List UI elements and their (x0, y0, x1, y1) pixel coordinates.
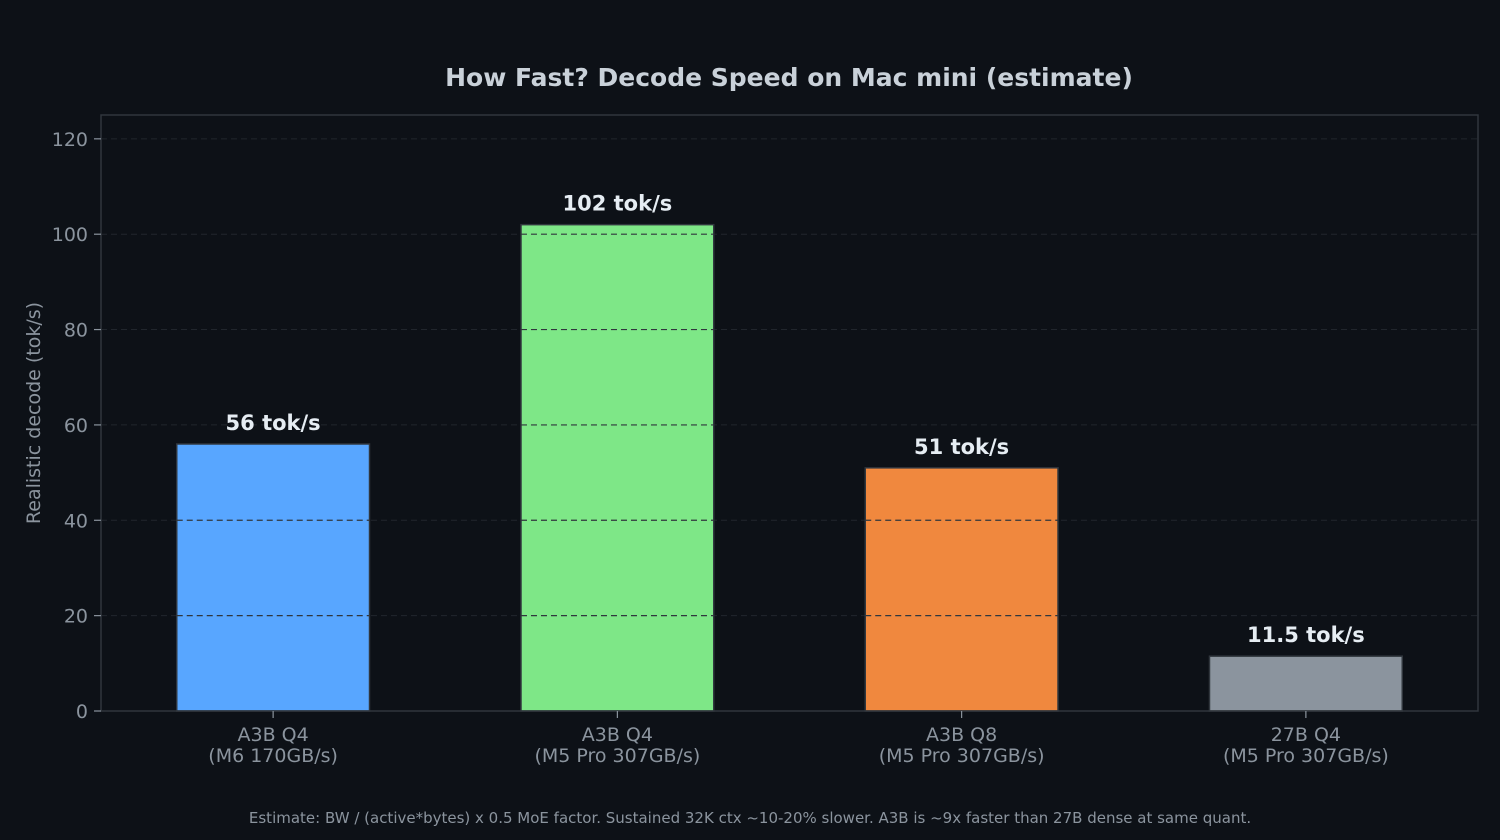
x-tick-label: (M6 170GB/s) (208, 745, 338, 767)
bar (520, 223, 715, 712)
axis-layer: 0 20 40 60 80 100 120 (52, 129, 1307, 723)
y-tick-label: 40 (64, 510, 88, 532)
bar (864, 467, 1059, 712)
y-tick-label: 0 (76, 701, 88, 723)
y-tick-label: 120 (52, 129, 88, 151)
y-tick-label: 100 (52, 224, 88, 246)
data-label: 51 tok/s (914, 435, 1009, 459)
bar-layer (175, 223, 1404, 712)
data-label: 102 tok/s (563, 192, 673, 216)
x-tick-label: (M5 Pro 307GB/s) (1223, 745, 1389, 767)
data-label: 56 tok/s (226, 411, 321, 435)
footnote: Estimate: BW / (active*bytes) x 0.5 MoE … (249, 809, 1251, 827)
overlay-grid-layer (176, 233, 1059, 617)
bar (1208, 655, 1404, 712)
x-tick-label: 27B Q4 (1271, 724, 1341, 746)
x-tick-label: (M5 Pro 307GB/s) (879, 745, 1045, 767)
x-tick-label: A3B Q4 (238, 724, 309, 746)
y-axis-label: Realistic decode (tok/s) (23, 302, 45, 524)
y-tick-label: 20 (64, 606, 88, 628)
y-tick-label: 80 (64, 320, 88, 342)
bar (175, 443, 371, 712)
x-tick-label: A3B Q8 (926, 724, 997, 746)
x-tick-label: A3B Q4 (582, 724, 653, 746)
chart-title: How Fast? Decode Speed on Mac mini (esti… (445, 63, 1133, 92)
x-tick-label: (M5 Pro 307GB/s) (534, 745, 700, 767)
y-tick-label: 60 (64, 415, 88, 437)
data-label: 11.5 tok/s (1247, 623, 1365, 647)
plot-frame (100, 114, 1479, 712)
